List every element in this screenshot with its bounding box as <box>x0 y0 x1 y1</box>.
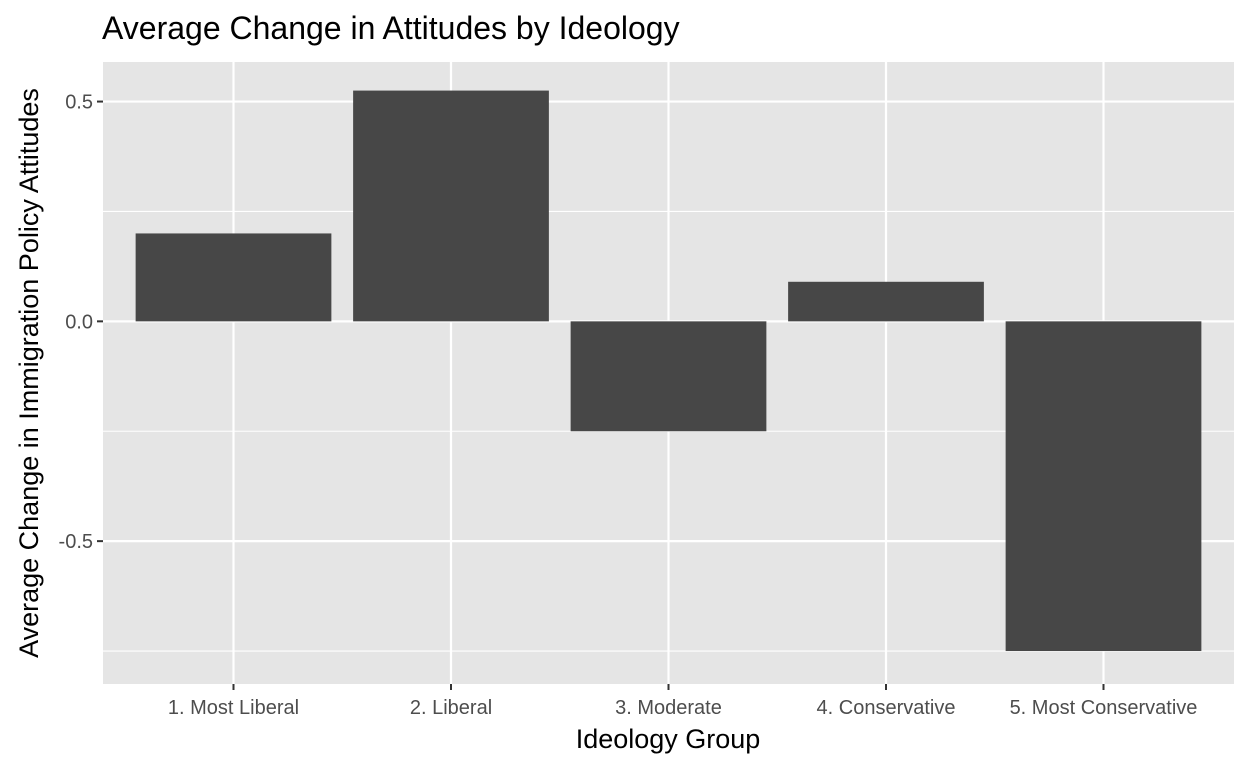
y-axis-title: Average Change in Immigration Policy Att… <box>14 88 44 658</box>
y-tick-label: 0.0 <box>65 311 93 333</box>
y-tick-label: 0.5 <box>65 92 93 114</box>
x-tick-label: 4. Conservative <box>817 697 956 719</box>
y-tick-label: -0.5 <box>59 531 93 553</box>
x-axis: 1. Most Liberal 2. Liberal 3. Moderate 4. C… <box>168 684 1198 719</box>
chart-title: Average Change in Attitudes by Ideology <box>102 10 680 46</box>
x-axis-title: Ideology Group <box>576 724 761 754</box>
bar-4 <box>788 281 984 322</box>
bar-2 <box>353 90 549 322</box>
bars-group <box>135 90 1202 652</box>
x-tick-label: 1. Most Liberal <box>168 697 299 719</box>
bar-3 <box>570 321 767 432</box>
x-tick-label: 5. Most Conservative <box>1010 697 1198 719</box>
x-tick-label: 2. Liberal <box>410 697 492 719</box>
x-tick-label: 3. Moderate <box>615 697 722 719</box>
bar-5 <box>1005 321 1202 652</box>
y-axis: -0.5 0.0 0.5 <box>59 92 103 553</box>
bar-1 <box>135 233 332 322</box>
